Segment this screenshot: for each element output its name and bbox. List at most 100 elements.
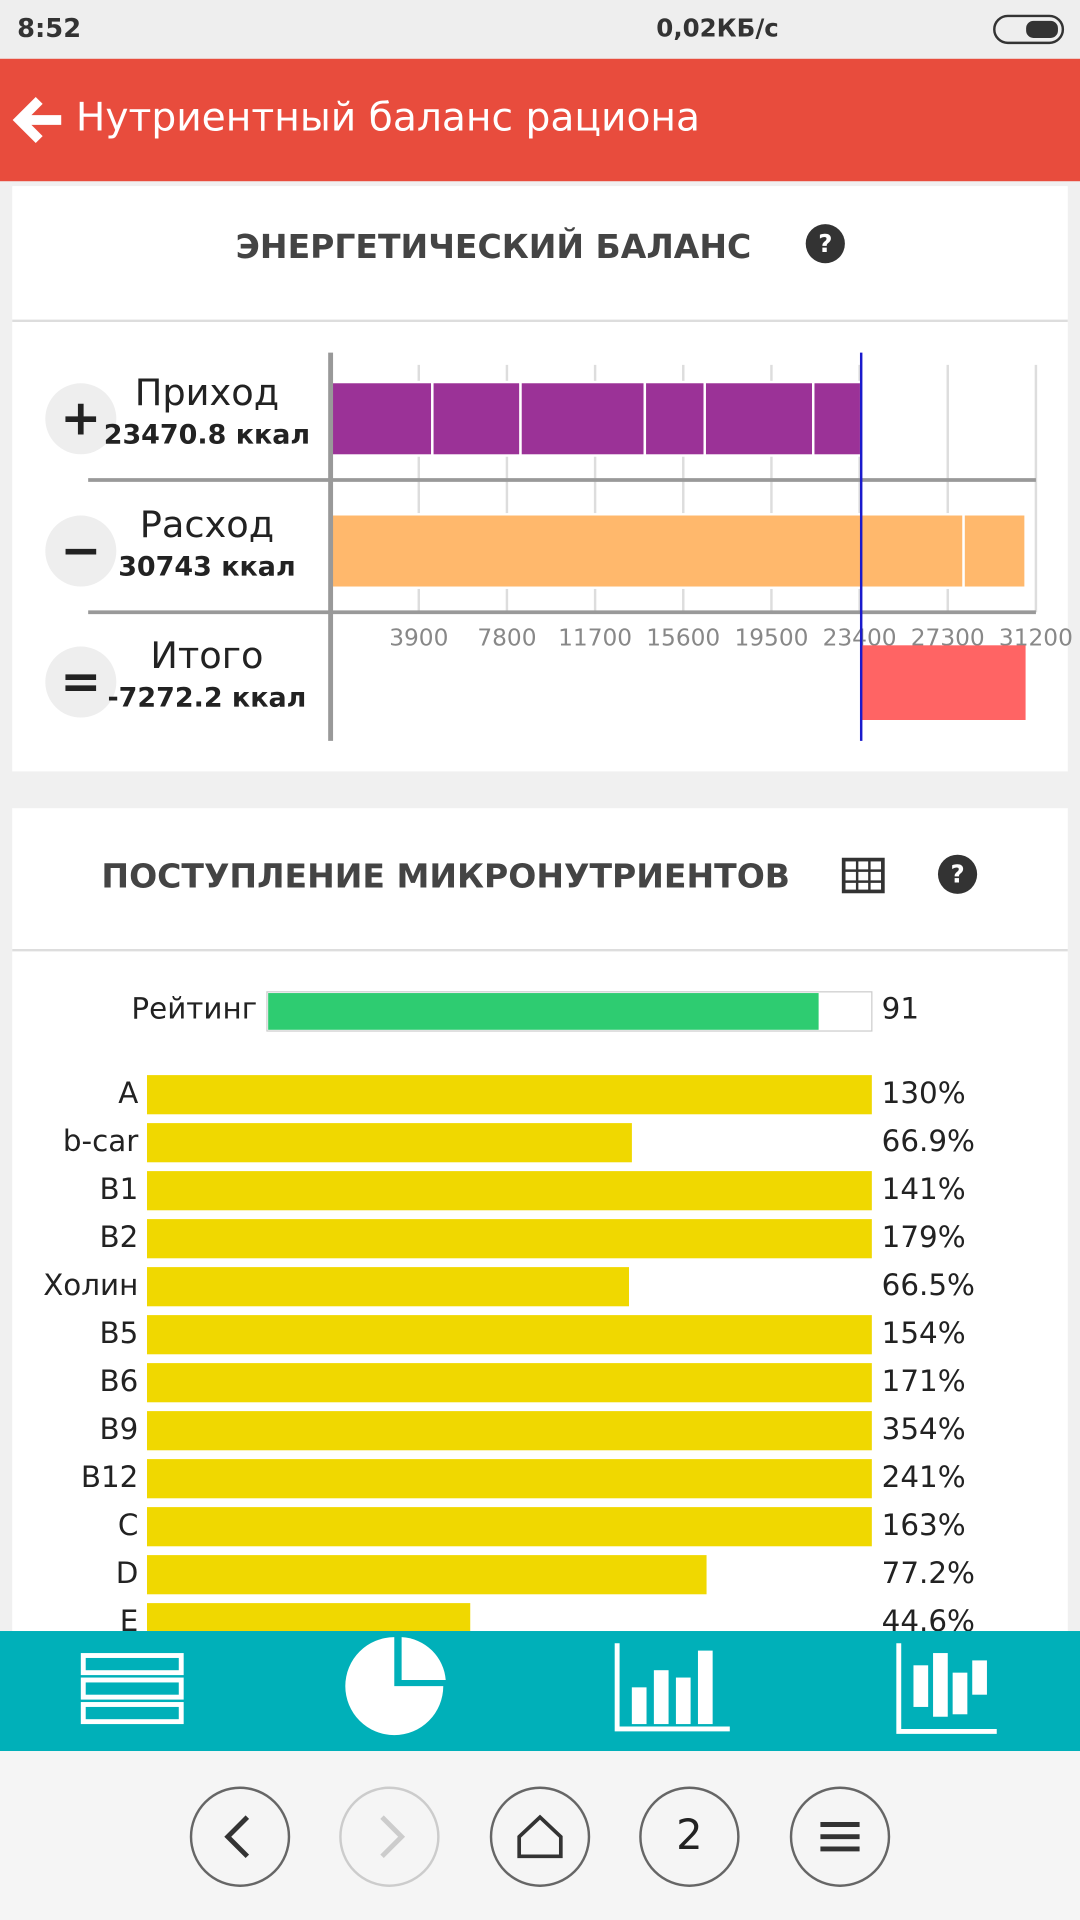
row-label: Итого (150, 634, 263, 677)
bar (146, 1171, 872, 1211)
rating-bar (268, 993, 819, 1030)
nutrient-label: E (120, 1604, 139, 1638)
nav-menu[interactable] (789, 1786, 891, 1887)
bar (146, 1315, 872, 1355)
forward-icon (380, 1815, 406, 1859)
bar (146, 1603, 471, 1632)
bar (146, 1507, 872, 1547)
bar (146, 1075, 872, 1115)
x-tick-label: 11700 (558, 625, 632, 652)
net-speed: 0,02КБ/с (656, 13, 778, 42)
bar (146, 1411, 872, 1451)
nav-back[interactable] (189, 1786, 291, 1887)
menu-icon (820, 1822, 860, 1852)
bar-segment (431, 380, 522, 457)
card-title: ЭНЕРГЕТИЧЕСКИЙ БАЛАНС (236, 226, 752, 266)
back-icon (224, 1815, 250, 1859)
x-tick-label: 19500 (734, 625, 808, 652)
bar (861, 645, 1026, 720)
nutrient-label: A (118, 1076, 138, 1110)
row-value: 30743 ккал (118, 552, 295, 583)
bar (146, 1555, 707, 1595)
value-label: 154% (882, 1316, 966, 1350)
value-label: 77.2% (882, 1556, 975, 1590)
tab-table[interactable] (80, 1653, 184, 1725)
help-button[interactable] (805, 224, 845, 264)
nav-home[interactable] (489, 1786, 591, 1887)
bar (146, 1459, 872, 1499)
value-label: 66.5% (882, 1268, 975, 1302)
nutrient-label: b-car (63, 1124, 139, 1158)
bars (146, 1075, 872, 1632)
rating-label: Рейтинг (131, 992, 257, 1026)
energy-chart: 3900 7800 11700 15600 19500 23400 27300 31200+ П… (45, 352, 1073, 741)
bar-segment (812, 380, 863, 457)
row-icon: + (60, 390, 101, 447)
tab-pie[interactable] (345, 1637, 446, 1736)
bar-segment (643, 380, 706, 457)
row-value: 23470.8 ккал (104, 419, 310, 450)
app-bar (0, 58, 1080, 182)
status-bar (0, 0, 1080, 59)
bar-segment (703, 380, 815, 457)
bar (146, 1219, 872, 1259)
row-label: Приход (135, 371, 279, 414)
browser-nav (0, 1751, 1080, 1920)
row-button (45, 383, 117, 455)
tab-count: 2 (676, 1810, 702, 1859)
bar-segment (329, 380, 434, 457)
battery (993, 14, 1065, 45)
home-icon (517, 1814, 563, 1859)
bar-segment (962, 513, 1027, 589)
nutrient-label: B5 (100, 1316, 139, 1350)
nutrient-label: B9 (100, 1412, 139, 1446)
x-tick-label: 15600 (646, 625, 720, 652)
tab-bars[interactable] (614, 1643, 730, 1732)
battery-level (1026, 20, 1058, 38)
rating-value: 91 (882, 992, 919, 1026)
table-button[interactable] (841, 857, 885, 894)
app-title: Нутриентный баланс рациона (76, 96, 700, 141)
row-label: Расход (140, 503, 274, 546)
nutrient-label: Холин (43, 1268, 138, 1302)
help-button[interactable] (937, 854, 978, 894)
row-icon: − (60, 522, 101, 579)
bar-segment (519, 380, 647, 457)
value-label: 354% (882, 1412, 966, 1446)
row-value: -7272.2 ккал (108, 683, 307, 714)
nutrient-label: B2 (100, 1220, 139, 1254)
x-tick-label: 7800 (477, 625, 536, 652)
nutrient-label: B1 (100, 1172, 139, 1206)
help-icon: ? (950, 860, 964, 889)
row-icon: = (60, 653, 101, 710)
card-title: ПОСТУПЛЕНИЕ МИКРОНУТРИЕНТОВ (101, 856, 790, 895)
nav-buttons (189, 1786, 891, 1887)
value-label: 241% (882, 1460, 966, 1494)
nutrient-label: B6 (100, 1364, 139, 1398)
back-button[interactable] (12, 96, 62, 144)
value-label: 130% (882, 1076, 966, 1110)
bar (146, 1123, 632, 1163)
micro-chart: Рейтинг 91 A 130% b-car 66.9% B1 141% B2 179% Холи… (43, 991, 975, 1638)
nav-forward[interactable] (339, 1786, 440, 1887)
row-button (45, 515, 117, 587)
bar-segment (329, 513, 965, 589)
bar (146, 1363, 872, 1403)
row-button (45, 646, 117, 718)
time: 8:52 (17, 14, 81, 44)
x-tick-label: 3900 (389, 625, 448, 652)
nutrient-label: B12 (81, 1460, 139, 1494)
help-icon: ? (818, 229, 832, 258)
tab-chart[interactable] (896, 1643, 997, 1734)
nav-tabs[interactable] (639, 1786, 740, 1887)
value-label: 66.9% (882, 1124, 975, 1158)
nutrient-label: C (118, 1508, 139, 1542)
value-label: 171% (882, 1364, 966, 1398)
bar (146, 1267, 629, 1307)
value-label: 163% (882, 1508, 966, 1542)
value-label: 179% (882, 1220, 966, 1254)
nutrient-label: D (116, 1556, 139, 1590)
value-label: 141% (882, 1172, 966, 1206)
